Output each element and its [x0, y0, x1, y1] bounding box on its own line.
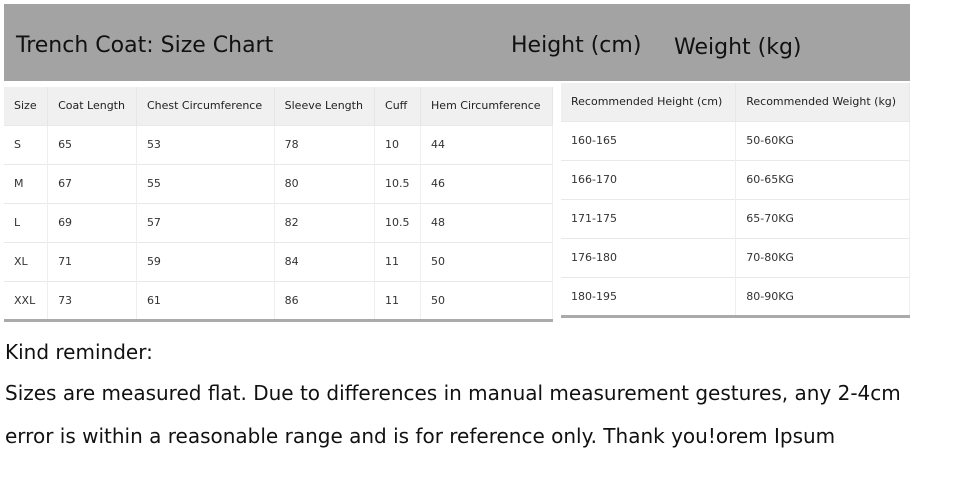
table-cell: 73 [47, 280, 137, 320]
table-cell: 11 [374, 280, 422, 320]
table-cell: XXL [4, 280, 49, 320]
table-cell: 57 [136, 202, 275, 242]
table-cell: 176-180 [561, 237, 737, 277]
column-header: Coat Length [47, 87, 137, 125]
table-cell: 80-90KG [735, 276, 910, 316]
table-row: 160-165 50-60KG [561, 120, 910, 160]
table-cell: 166-170 [561, 159, 737, 199]
table-row: 171-175 65-70KG [561, 198, 910, 238]
table-cell: 55 [136, 163, 275, 203]
reminder-text-line1: Sizes are measured flat. Due to differen… [5, 381, 901, 405]
table-row: 180-195 80-90KG [561, 276, 910, 316]
table-cell: 71 [47, 241, 137, 281]
column-header: Recommended Weight (kg) [735, 83, 910, 121]
height-heading: Height (cm) [511, 33, 642, 58]
column-header: Recommended Height (cm) [561, 83, 737, 121]
table-cell: 171-175 [561, 198, 737, 238]
table-cell: 180-195 [561, 276, 737, 316]
table-cell: 65 [47, 124, 137, 164]
table-cell: S [4, 124, 49, 164]
header-band [4, 4, 910, 81]
table-cell: L [4, 202, 49, 242]
table-row: M 67 55 80 10.5 46 [4, 163, 553, 203]
recommendation-table: Recommended Height (cm) Recommended Weigh… [561, 83, 910, 318]
table-cell: 44 [420, 124, 553, 164]
column-header: Size [4, 87, 49, 125]
table-cell: M [4, 163, 49, 203]
table-cell: 82 [274, 202, 376, 242]
table-cell: 78 [274, 124, 376, 164]
table-row: XL 71 59 84 11 50 [4, 241, 553, 281]
table-cell: 11 [374, 241, 422, 281]
reminder-text-line2: error is within a reasonable range and i… [5, 424, 836, 448]
table-row: 176-180 70-80KG [561, 237, 910, 277]
table-cell: 160-165 [561, 120, 737, 160]
table-row: 166-170 60-65KG [561, 159, 910, 199]
table-cell: 10.5 [374, 202, 422, 242]
table-cell: 53 [136, 124, 275, 164]
column-header: Hem Circumference [420, 87, 553, 125]
table-cell: 10.5 [374, 163, 422, 203]
table-cell: XL [4, 241, 49, 281]
table-cell: 69 [47, 202, 137, 242]
table-cell: 84 [274, 241, 376, 281]
column-header: Sleeve Length [274, 87, 376, 125]
table-cell: 10 [374, 124, 422, 164]
table-cell: 67 [47, 163, 137, 203]
table-row: XXL 73 61 86 11 50 [4, 280, 553, 320]
weight-heading: Weight (kg) [674, 35, 802, 60]
table-cell: 50 [420, 280, 553, 320]
table-cell: 46 [420, 163, 553, 203]
table-cell: 60-65KG [735, 159, 910, 199]
size-table: Size Coat Length Chest Circumference Sleeve… [4, 87, 553, 322]
table-cell: 48 [420, 202, 553, 242]
table-row: L 69 57 82 10.5 48 [4, 202, 553, 242]
table-cell: 86 [274, 280, 376, 320]
table-cell: 59 [136, 241, 275, 281]
table-cell: 50 [420, 241, 553, 281]
page-title: Trench Coat: Size Chart [16, 33, 274, 58]
table-cell: 65-70KG [735, 198, 910, 238]
table-cell: 70-80KG [735, 237, 910, 277]
column-header: Chest Circumference [136, 87, 275, 125]
reminder-heading: Kind reminder: [5, 340, 153, 364]
table-cell: 50-60KG [735, 120, 910, 160]
table-cell: 80 [274, 163, 376, 203]
table-row: S 65 53 78 10 44 [4, 124, 553, 164]
column-header: Cuff [374, 87, 422, 125]
table-cell: 61 [136, 280, 275, 320]
